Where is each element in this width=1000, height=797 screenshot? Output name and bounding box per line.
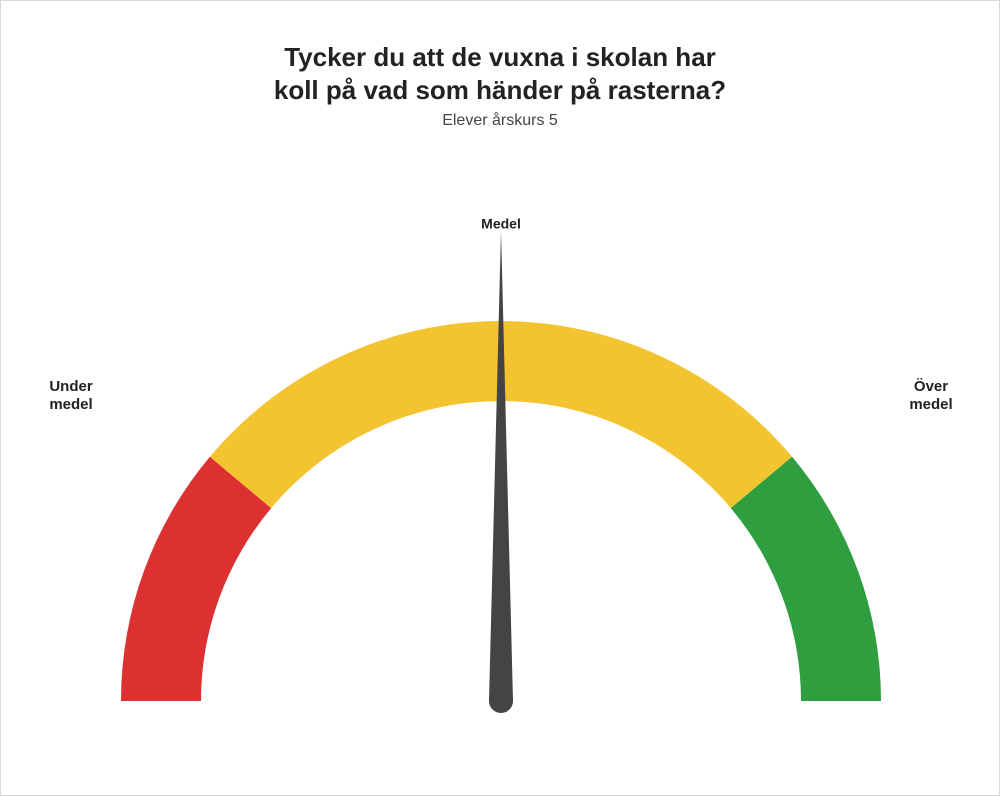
chart-frame: Tycker du att de vuxna i skolan har koll… [0, 0, 1000, 796]
label-under-medel: Under medel [49, 378, 92, 414]
gauge-needle-hub [489, 689, 513, 713]
label-over-medel: Över medel [909, 378, 952, 414]
gauge-needle [489, 231, 513, 701]
gauge-segment-under [121, 457, 271, 701]
gauge-chart [1, 1, 1000, 797]
gauge-segment-over [731, 457, 881, 701]
label-medel: Medel [481, 216, 521, 233]
